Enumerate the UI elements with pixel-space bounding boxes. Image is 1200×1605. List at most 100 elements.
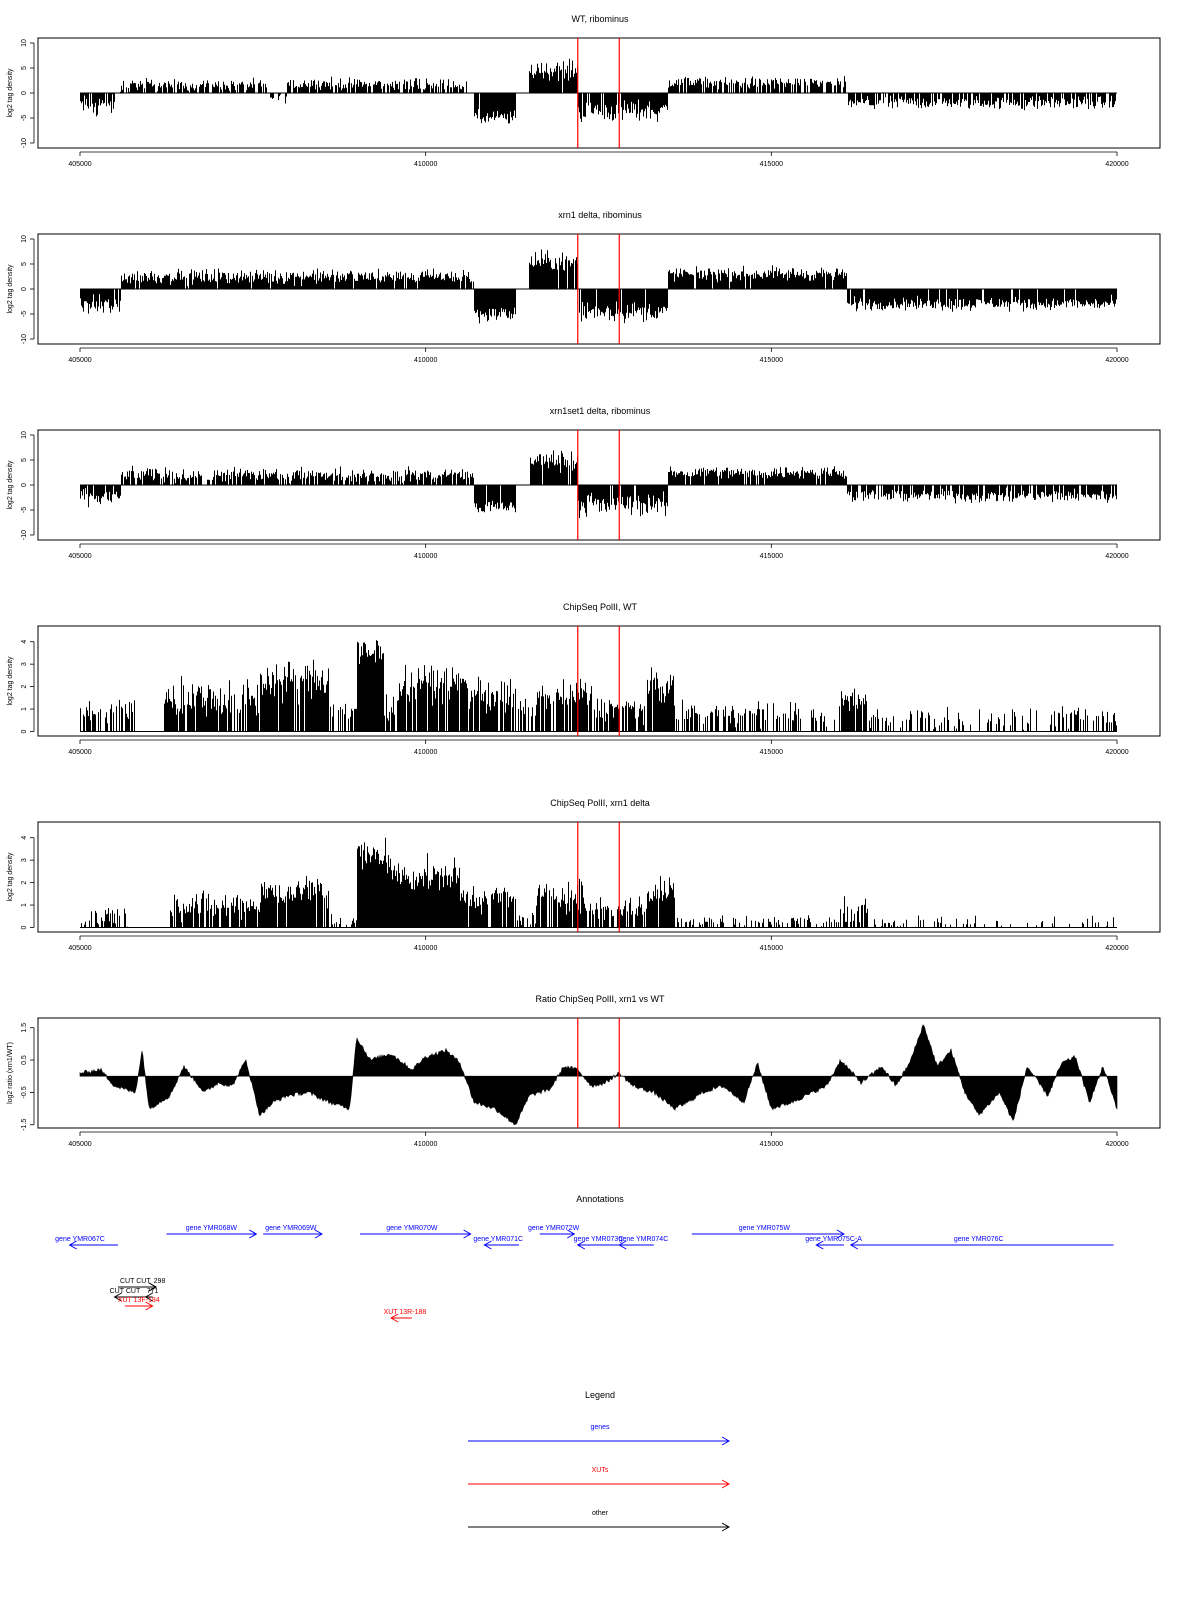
gene-label: gene YMR068W [186, 1225, 238, 1232]
y-axis-label: log2 tag density [7, 264, 14, 314]
x-tick-label: 405000 [68, 357, 91, 364]
y-tick-label: -1.5 [21, 1119, 28, 1131]
other-label: 298 [154, 1278, 166, 1285]
y-axis-label: log2 tag density [7, 68, 14, 118]
data-bars [840, 896, 868, 928]
y-tick-label: 1 [21, 707, 28, 711]
xut-label: XUT 13F-184 [118, 1297, 160, 1304]
data-bars [357, 640, 384, 732]
data-bars [81, 908, 128, 928]
x-tick-label: 420000 [1105, 1141, 1128, 1148]
arrow-head [68, 1240, 77, 1250]
data-bars [536, 878, 585, 928]
other-label: CUT CUT [110, 1288, 141, 1295]
y-tick-label: 3 [21, 662, 28, 666]
y-tick-label: -10 [21, 334, 28, 344]
series-3 [80, 450, 1117, 518]
x-tick-label: 405000 [68, 1141, 91, 1148]
plot-frame [37, 37, 1161, 149]
gene-label: gene YMR072W [528, 1225, 580, 1232]
legend-panel: Legend genes XUTs other [468, 1390, 731, 1532]
legend-item-arrow [468, 1436, 731, 1446]
arrow-head [390, 1313, 399, 1323]
panel-title: ChipSeq PolII, xrn1 delta [550, 798, 650, 808]
x-tick-label: 420000 [1105, 161, 1128, 168]
gene-arrow [359, 1229, 472, 1239]
data-bars [260, 659, 329, 732]
arrow-head [463, 1229, 472, 1239]
data-bars [594, 698, 645, 732]
y-tick-label: 4 [21, 836, 28, 840]
arrow-head [815, 1240, 824, 1250]
y-tick-label: -10 [21, 530, 28, 540]
panel-title: ChipSeq PolII, WT [563, 602, 638, 612]
y-tick-label: 0 [21, 925, 28, 929]
data-bars [585, 896, 647, 928]
legend-title: Legend [585, 1390, 615, 1400]
xut-label: XUT 13R-188 [384, 1309, 427, 1316]
data-bars [260, 875, 329, 928]
arrow-head [721, 1522, 731, 1532]
gene-arrow [576, 1240, 620, 1250]
gene-arrow [483, 1240, 519, 1250]
gene-arrow [539, 1229, 576, 1239]
data-bars [121, 77, 267, 93]
y-axis-label: log2 tag density [7, 460, 14, 510]
gene-label: gene YMR076C [954, 1236, 1004, 1243]
panel-6: Ratio ChipSeq PolII, xrn1 vs WT log2 rati… [7, 994, 1161, 1148]
arrow-head [576, 1240, 586, 1250]
y-tick-label: 5 [21, 66, 28, 70]
plot-frame [37, 233, 1161, 345]
gene-label: gene YMR069W [265, 1225, 317, 1232]
data-bars [848, 93, 1116, 111]
data-bars [868, 915, 1114, 928]
x-tick-label: 415000 [760, 161, 783, 168]
arrow-head [836, 1229, 845, 1239]
x-tick-label: 415000 [760, 749, 783, 756]
gene-arrow [263, 1229, 323, 1239]
data-bars [647, 876, 675, 928]
data-bars [164, 676, 259, 732]
y-tick-label: -5 [21, 115, 28, 121]
x-tick-label: 420000 [1105, 553, 1128, 560]
y-tick-label: -10 [21, 138, 28, 148]
x-tick-label: 405000 [68, 749, 91, 756]
y-tick-label: -5 [21, 311, 28, 317]
gene-label: gene YMR073C [574, 1236, 624, 1243]
panel-title: Ratio ChipSeq PolII, xrn1 vs WT [535, 994, 665, 1004]
data-bars [121, 268, 474, 289]
data-bars [80, 289, 121, 314]
panel-2: xrn1 delta, ribominus log2 tag density -10… [7, 210, 1161, 364]
panel-3: xrn1set1 delta, ribominus log2 tag densit… [7, 406, 1161, 560]
x-tick-label: 420000 [1105, 749, 1128, 756]
annotations-title: Annotations [576, 1194, 624, 1204]
panel-5: ChipSeq PolII, xrn1 delta log2 tag densit… [7, 798, 1161, 952]
data-bars [474, 289, 516, 324]
x-tick-label: 415000 [760, 1141, 783, 1148]
legend-item-arrow [468, 1522, 731, 1532]
y-tick-label: 5 [21, 262, 28, 266]
x-tick-label: 415000 [760, 945, 783, 952]
y-tick-label: -5 [21, 507, 28, 513]
arrow-head [113, 1292, 122, 1302]
gene-arrow [166, 1229, 258, 1239]
panel-title: xrn1 delta, ribominus [558, 210, 642, 220]
panel-4: ChipSeq PolII, WT log2 tag density 0 1 2 3 4 40… [7, 602, 1161, 756]
y-tick-label: 0 [21, 483, 28, 487]
gene-label: gene YMR074C [619, 1236, 669, 1243]
data-bars [647, 667, 675, 732]
series-2 [80, 249, 1117, 324]
data-bars [460, 886, 516, 928]
y-tick-label: 2 [21, 685, 28, 689]
x-tick-label: 410000 [414, 553, 437, 560]
y-tick-label: 10 [21, 39, 28, 47]
data-bars [80, 485, 121, 508]
arrow-head [148, 1282, 158, 1292]
other-arrow [148, 1282, 158, 1292]
y-axis-label: log2 tag density [7, 852, 14, 902]
ratio-area [79, 1024, 1118, 1125]
data-bars [536, 678, 592, 732]
gene-arrow [68, 1240, 119, 1250]
gene-arrow [815, 1240, 844, 1250]
